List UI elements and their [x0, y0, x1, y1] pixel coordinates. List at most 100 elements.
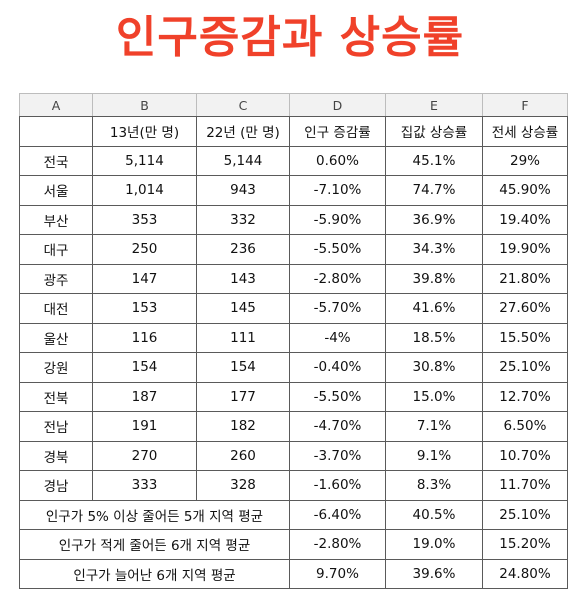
value-cell[interactable]: 154	[92, 352, 197, 383]
value-cell[interactable]: 10.70%	[482, 440, 568, 471]
value-cell[interactable]: 270	[92, 440, 197, 471]
value-cell[interactable]: 147	[92, 263, 197, 294]
column-header-c[interactable]: C	[196, 93, 290, 117]
value-cell[interactable]: 36.9%	[385, 204, 483, 235]
value-cell[interactable]: 943	[196, 175, 290, 206]
value-cell[interactable]: 111	[196, 322, 290, 353]
value-cell[interactable]: 0.60%	[289, 145, 386, 176]
value-cell[interactable]: 15.0%	[385, 381, 483, 412]
value-cell[interactable]: 18.5%	[385, 322, 483, 353]
summary-value-cell[interactable]: 24.80%	[482, 558, 568, 589]
summary-value-cell[interactable]: 39.6%	[385, 558, 483, 589]
value-cell[interactable]: 19.40%	[482, 204, 568, 235]
region-cell[interactable]: 경남	[19, 470, 93, 501]
value-cell[interactable]: 30.8%	[385, 352, 483, 383]
value-cell[interactable]: 9.1%	[385, 440, 483, 471]
value-cell[interactable]: 5,144	[196, 145, 290, 176]
summary-value-cell[interactable]: -2.80%	[289, 529, 386, 560]
value-cell[interactable]: -0.40%	[289, 352, 386, 383]
summary-value-cell[interactable]: 25.10%	[482, 499, 568, 530]
value-cell[interactable]: 39.8%	[385, 263, 483, 294]
summary-label-cell[interactable]: 인구가 5% 이상 줄어든 5개 지역 평균	[19, 499, 290, 530]
summary-value-cell[interactable]: 9.70%	[289, 558, 386, 589]
value-cell[interactable]: 332	[196, 204, 290, 235]
summary-value-cell[interactable]: 15.20%	[482, 529, 568, 560]
value-cell[interactable]: 19.90%	[482, 234, 568, 265]
value-cell[interactable]: 236	[196, 234, 290, 265]
value-cell[interactable]: 177	[196, 381, 290, 412]
header-cell[interactable]: 집값 상승률	[385, 116, 483, 147]
value-cell[interactable]: -5.70%	[289, 293, 386, 324]
region-cell[interactable]: 전국	[19, 145, 93, 176]
column-header-a[interactable]: A	[19, 93, 93, 117]
value-cell[interactable]: -5.50%	[289, 381, 386, 412]
value-cell[interactable]: 15.50%	[482, 322, 568, 353]
value-cell[interactable]: -3.70%	[289, 440, 386, 471]
summary-label-cell[interactable]: 인구가 늘어난 6개 지역 평균	[19, 558, 290, 589]
summary-value-cell[interactable]: -6.40%	[289, 499, 386, 530]
value-cell[interactable]: 29%	[482, 145, 568, 176]
summary-value-cell[interactable]: 19.0%	[385, 529, 483, 560]
header-cell[interactable]: 인구 증감률	[289, 116, 386, 147]
summary-label-cell[interactable]: 인구가 적게 줄어든 6개 지역 평균	[19, 529, 290, 560]
value-cell[interactable]: 5,114	[92, 145, 197, 176]
region-cell[interactable]: 경북	[19, 440, 93, 471]
value-cell[interactable]: -4%	[289, 322, 386, 353]
region-cell[interactable]: 서울	[19, 175, 93, 206]
column-header-d[interactable]: D	[289, 93, 386, 117]
value-cell[interactable]: 21.80%	[482, 263, 568, 294]
value-cell[interactable]: 11.70%	[482, 470, 568, 501]
value-cell[interactable]: 250	[92, 234, 197, 265]
value-cell[interactable]: 145	[196, 293, 290, 324]
value-cell[interactable]: 6.50%	[482, 411, 568, 442]
column-header-b[interactable]: B	[92, 93, 197, 117]
summary-value-cell[interactable]: 40.5%	[385, 499, 483, 530]
column-header-f[interactable]: F	[482, 93, 568, 117]
value-cell[interactable]: 260	[196, 440, 290, 471]
value-cell[interactable]: -4.70%	[289, 411, 386, 442]
value-cell[interactable]: 74.7%	[385, 175, 483, 206]
value-cell[interactable]: 1,014	[92, 175, 197, 206]
region-cell[interactable]: 대구	[19, 234, 93, 265]
header-cell[interactable]	[19, 116, 93, 147]
value-cell[interactable]: 154	[196, 352, 290, 383]
value-cell[interactable]: -7.10%	[289, 175, 386, 206]
column-header-e[interactable]: E	[385, 93, 483, 117]
value-cell[interactable]: -5.50%	[289, 234, 386, 265]
value-cell[interactable]: 34.3%	[385, 234, 483, 265]
region-cell[interactable]: 강원	[19, 352, 93, 383]
value-cell[interactable]: 328	[196, 470, 290, 501]
value-cell[interactable]: 8.3%	[385, 470, 483, 501]
value-cell[interactable]: 12.70%	[482, 381, 568, 412]
value-cell[interactable]: 143	[196, 263, 290, 294]
value-cell[interactable]: 187	[92, 381, 197, 412]
header-cell[interactable]: 22년 (만 명)	[196, 116, 290, 147]
value-cell[interactable]: 116	[92, 322, 197, 353]
value-cell[interactable]: 45.1%	[385, 145, 483, 176]
region-cell[interactable]: 대전	[19, 293, 93, 324]
header-cell[interactable]: 13년(만 명)	[92, 116, 197, 147]
region-cell[interactable]: 울산	[19, 322, 93, 353]
region-cell[interactable]: 부산	[19, 204, 93, 235]
value-cell[interactable]: -5.90%	[289, 204, 386, 235]
value-cell[interactable]: 182	[196, 411, 290, 442]
value-cell[interactable]: 25.10%	[482, 352, 568, 383]
table-row: 부산 353 332 -5.90% 36.9% 19.40%	[19, 204, 568, 235]
value-cell[interactable]: 27.60%	[482, 293, 568, 324]
value-cell[interactable]: -1.60%	[289, 470, 386, 501]
table-row: 대구 250 236 -5.50% 34.3% 19.90%	[19, 234, 568, 265]
value-cell[interactable]: -2.80%	[289, 263, 386, 294]
value-cell[interactable]: 153	[92, 293, 197, 324]
value-cell[interactable]: 45.90%	[482, 175, 568, 206]
value-cell[interactable]: 333	[92, 470, 197, 501]
header-cell[interactable]: 전세 상승률	[482, 116, 568, 147]
value-cell[interactable]: 191	[92, 411, 197, 442]
value-cell[interactable]: 353	[92, 204, 197, 235]
value-cell[interactable]: 41.6%	[385, 293, 483, 324]
region-cell[interactable]: 광주	[19, 263, 93, 294]
table-row: 울산 116 111 -4% 18.5% 15.50%	[19, 322, 568, 353]
region-cell[interactable]: 전북	[19, 381, 93, 412]
region-cell[interactable]: 전남	[19, 411, 93, 442]
value-cell[interactable]: 7.1%	[385, 411, 483, 442]
